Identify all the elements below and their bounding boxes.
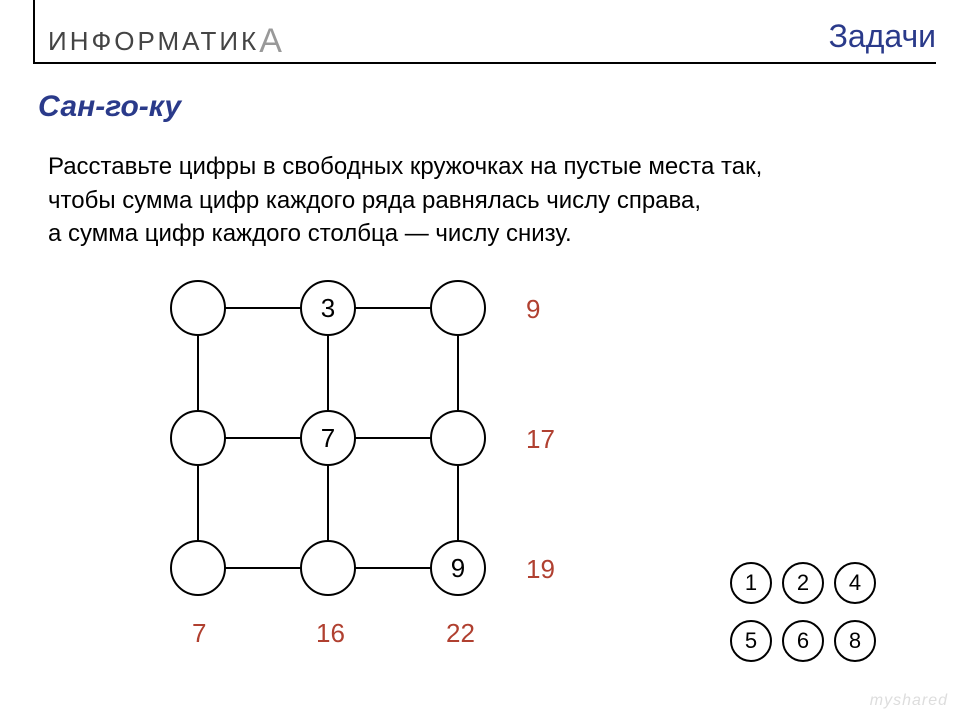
row-sum: 19 — [526, 554, 555, 585]
bank-digit[interactable]: 4 — [834, 562, 876, 604]
bank-digit[interactable]: 1 — [730, 562, 772, 604]
row-sum: 9 — [526, 294, 540, 325]
col-sum: 22 — [446, 618, 475, 649]
grid-cell: 7 — [300, 410, 356, 466]
header-vline — [33, 0, 35, 62]
grid-cell[interactable] — [430, 410, 486, 466]
grid-cell[interactable] — [170, 280, 226, 336]
section-label: Задачи — [829, 18, 936, 55]
row-sum: 17 — [526, 424, 555, 455]
bank-digit[interactable]: 6 — [782, 620, 824, 662]
col-sum: 7 — [192, 618, 206, 649]
logo-last: А — [259, 22, 285, 60]
page-title: Сан-го-ку — [38, 90, 181, 124]
bank-digit[interactable]: 8 — [834, 620, 876, 662]
logo: ИНФОРМАТИКА — [48, 20, 285, 59]
instructions: Расставьте цифры в свободных кружочках н… — [48, 150, 762, 251]
logo-main: ИНФОРМАТИК — [48, 26, 259, 56]
grid-cell: 3 — [300, 280, 356, 336]
grid-cell: 9 — [430, 540, 486, 596]
header-hline — [33, 62, 936, 64]
col-sum: 16 — [316, 618, 345, 649]
bank-digit[interactable]: 2 — [782, 562, 824, 604]
grid-cell[interactable] — [300, 540, 356, 596]
grid-cell[interactable] — [170, 540, 226, 596]
grid-cell[interactable] — [170, 410, 226, 466]
bank-digit[interactable]: 5 — [730, 620, 772, 662]
grid-cell[interactable] — [430, 280, 486, 336]
watermark: myshared — [870, 692, 948, 710]
